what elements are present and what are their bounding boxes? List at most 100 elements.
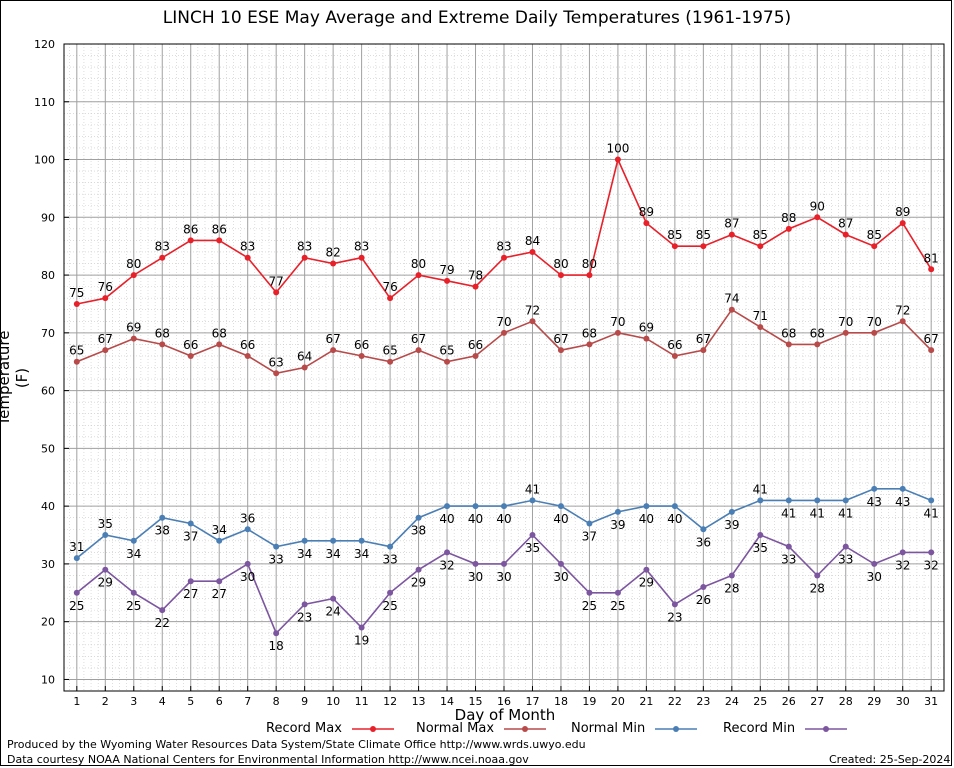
normal-max-point	[102, 347, 109, 354]
normal-max-data-label: 67	[924, 332, 939, 346]
legend-item-record-max: Record Max	[266, 721, 396, 737]
normal-max-point	[928, 347, 935, 354]
normal-max-data-label: 65	[439, 344, 454, 358]
normal-min-data-label: 39	[610, 518, 625, 532]
normal-min-data-label: 41	[810, 506, 825, 520]
normal-max-point	[757, 324, 764, 331]
record-max-data-label: 83	[155, 240, 170, 254]
record-min-point	[102, 566, 109, 573]
legend-label: Record Max	[266, 721, 342, 736]
record-max-point	[444, 277, 451, 284]
record-min-point	[130, 589, 137, 596]
normal-max-data-label: 69	[126, 321, 141, 335]
normal-min-data-label: 40	[439, 512, 454, 526]
normal-min-point	[614, 508, 621, 515]
record-min-data-label: 25	[69, 599, 84, 613]
normal-max-point	[187, 352, 194, 359]
normal-min-point	[102, 532, 109, 539]
normal-max-point	[444, 358, 451, 365]
normal-max-point	[501, 329, 507, 336]
normal-min-point	[330, 537, 337, 544]
normal-min-point	[73, 555, 80, 562]
record-max-point	[814, 214, 821, 221]
record-min-point	[529, 532, 536, 539]
x-tick-label: 26	[782, 695, 796, 708]
normal-min-point	[529, 497, 536, 504]
record-max-data-label: 81	[924, 251, 939, 265]
normal-min-data-label: 37	[183, 529, 198, 543]
record-max-data-label: 86	[212, 222, 227, 236]
normal-max-data-label: 67	[696, 332, 711, 346]
normal-max-data-label: 67	[325, 332, 340, 346]
normal-min-data-label: 34	[297, 547, 312, 561]
x-tick-label: 25	[753, 695, 767, 708]
record-max-data-label: 87	[724, 217, 739, 231]
normal-max-point	[814, 341, 821, 348]
legend-label: Record Min	[723, 721, 796, 736]
normal-max-point	[614, 329, 621, 336]
normal-max-data-label: 74	[724, 292, 739, 306]
record-max-point	[785, 225, 792, 232]
normal-max-point	[415, 347, 422, 354]
normal-min-point	[501, 503, 507, 510]
record-min-point	[614, 589, 621, 596]
normal-max-point	[73, 358, 80, 365]
record-max-data-label: 80	[582, 257, 597, 271]
record-max-point	[130, 272, 137, 279]
record-max-point	[330, 260, 337, 267]
record-min-point	[444, 549, 451, 556]
record-max-point	[586, 272, 593, 279]
y-tick-label: 110	[34, 96, 55, 109]
record-max-point	[387, 295, 394, 302]
record-max-data-label: 85	[867, 228, 882, 242]
normal-max-point	[244, 352, 251, 359]
record-max-data-label: 76	[382, 280, 397, 294]
normal-min-data-label: 37	[582, 529, 597, 543]
normal-min-point	[728, 508, 735, 515]
record-min-point	[785, 543, 792, 550]
normal-max-point	[899, 318, 906, 325]
x-tick-label: 22	[668, 695, 682, 708]
normal-min-point	[358, 537, 365, 544]
legend-item-normal-max: Normal Max	[416, 721, 548, 737]
normal-min-point	[814, 497, 821, 504]
normal-min-point	[415, 514, 422, 521]
record-min-point	[842, 543, 849, 550]
x-tick-label: 24	[725, 695, 739, 708]
normal-max-point	[728, 306, 735, 313]
legend-item-normal-min: Normal Min	[571, 721, 699, 737]
record-min-data-label: 30	[468, 570, 483, 584]
x-tick-label: 4	[159, 695, 166, 708]
x-axis-label: Day of Month	[454, 706, 556, 724]
x-tick-label: 17	[525, 695, 539, 708]
normal-max-data-label: 67	[411, 332, 426, 346]
record-max-point	[73, 300, 80, 307]
normal-max-point	[301, 364, 308, 371]
record-min-data-label: 32	[439, 558, 454, 572]
x-tick-label: 20	[611, 695, 625, 708]
normal-min-data-label: 38	[411, 524, 426, 538]
record-max-point	[614, 156, 621, 163]
record-max-point	[216, 237, 223, 244]
record-max-point	[501, 254, 507, 261]
record-max-data-label: 75	[69, 286, 84, 300]
y-tick-label: 100	[34, 154, 55, 167]
record-min-point	[387, 589, 394, 596]
record-min-data-label: 30	[867, 570, 882, 584]
normal-max-data-label: 68	[582, 326, 597, 340]
record-max-data-label: 79	[439, 263, 454, 277]
record-max-data-label: 87	[838, 217, 853, 231]
record-min-data-label: 22	[155, 616, 170, 630]
normal-min-data-label: 43	[867, 495, 882, 509]
normal-max-data-label: 70	[610, 315, 625, 329]
normal-min-data-label: 34	[126, 547, 141, 561]
normal-min-point	[444, 503, 451, 510]
legend-item-record-min: Record Min	[723, 721, 849, 737]
record-max-point	[301, 254, 308, 261]
record-min-point	[187, 578, 194, 585]
record-max-point	[700, 243, 707, 250]
record-min-point	[814, 572, 821, 579]
record-max-data-label: 83	[496, 240, 511, 254]
normal-min-data-label: 36	[696, 535, 711, 549]
